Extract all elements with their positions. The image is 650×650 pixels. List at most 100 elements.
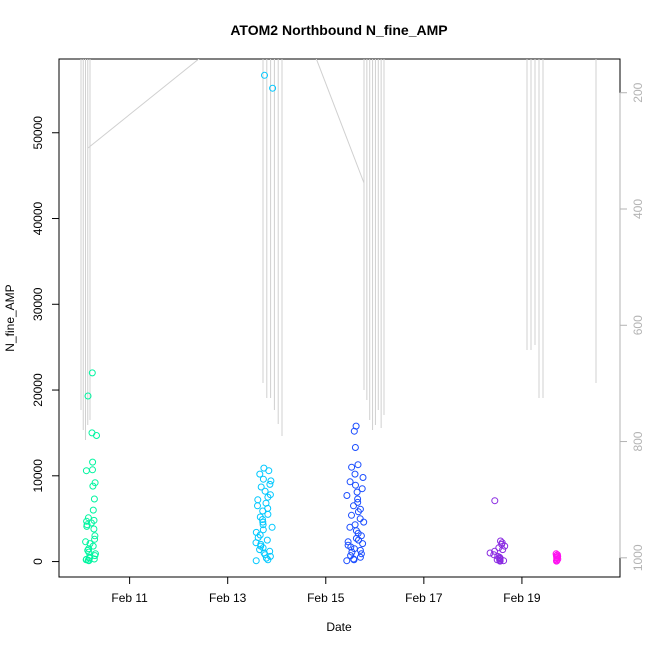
- data-point: [89, 458, 97, 466]
- data-point: [261, 487, 269, 495]
- data-point: [264, 556, 272, 564]
- y-tick-label: 50000: [31, 116, 45, 150]
- data-point: [85, 557, 93, 565]
- data-point: [350, 427, 358, 435]
- data-point: [356, 553, 364, 561]
- data-point: [553, 557, 560, 565]
- data-point: [257, 483, 265, 491]
- data-point: [348, 511, 355, 519]
- data-point: [82, 538, 90, 546]
- data-point: [90, 495, 98, 503]
- data-point: [348, 548, 356, 556]
- x-tick-label: Feb 13: [209, 591, 247, 605]
- data-point: [90, 525, 98, 533]
- data-point: [350, 556, 358, 564]
- data-point: [256, 470, 264, 478]
- data-point: [82, 467, 90, 475]
- x-tick-label: Feb 15: [307, 591, 345, 605]
- data-point: [263, 536, 271, 544]
- data-point: [354, 461, 362, 469]
- data-point: [358, 485, 366, 493]
- data-point: [259, 475, 267, 483]
- data-point: [252, 539, 260, 547]
- data-point: [84, 392, 92, 400]
- data-point: [353, 488, 361, 496]
- y-axis-right: 200 400 600 800 1000: [619, 82, 645, 571]
- data-point: [252, 557, 260, 565]
- data-point: [91, 532, 99, 540]
- data-point: [360, 518, 368, 526]
- y-tick-label: 30000: [31, 287, 45, 321]
- data-point: [490, 551, 498, 559]
- data-point: [359, 474, 367, 481]
- data-point: [343, 557, 351, 565]
- data-point: [262, 554, 270, 562]
- data-point: [259, 518, 267, 526]
- data-point: [359, 540, 367, 548]
- y-right-tick-label: 400: [631, 199, 645, 219]
- y-tick-label: 40000: [31, 202, 45, 236]
- data-point: [347, 543, 355, 551]
- plot-area: [58, 58, 621, 578]
- x-axis: Feb 11 Feb 13 Feb 15 Feb 17 Feb 19: [111, 576, 541, 605]
- y-right-tick-label: 1000: [631, 544, 645, 571]
- data-point: [265, 467, 273, 475]
- data-point: [89, 506, 97, 514]
- depth-line-group: [80, 59, 597, 440]
- data-point: [89, 482, 97, 490]
- data-point: [497, 537, 504, 545]
- data-point: [495, 544, 503, 552]
- data-point: [354, 498, 362, 506]
- data-point: [491, 497, 499, 505]
- x-tick-label: Feb 19: [503, 591, 541, 605]
- data-point: [268, 523, 276, 531]
- y-tick-label: 10000: [31, 459, 45, 493]
- data-point: [264, 493, 272, 501]
- data-point: [87, 519, 95, 527]
- data-point: [259, 526, 267, 534]
- depth-lines: [80, 59, 597, 440]
- y-right-tick-label: 600: [631, 315, 645, 335]
- data-point: [259, 507, 267, 515]
- data-point: [88, 429, 96, 437]
- data-point: [351, 470, 359, 478]
- data-point: [346, 523, 354, 531]
- data-points: [82, 71, 562, 565]
- chart-title: ATOM2 Northbound N_fine_AMP: [230, 22, 447, 38]
- depth-line-connector: [315, 59, 365, 184]
- data-point: [348, 463, 356, 471]
- depth-line-connector: [87, 59, 200, 149]
- y-axis-label: N_fine_AMP: [3, 284, 17, 351]
- data-point: [346, 478, 354, 486]
- data-point: [259, 516, 266, 523]
- data-point: [83, 517, 91, 525]
- data-point: [496, 557, 504, 565]
- data-point: [486, 549, 494, 557]
- data-point: [352, 534, 360, 542]
- data-point: [354, 495, 362, 503]
- data-point: [88, 369, 96, 377]
- data-point: [267, 477, 275, 485]
- data-point: [85, 545, 93, 553]
- data-point: [500, 557, 508, 565]
- data-point: [357, 550, 365, 558]
- data-point: [261, 71, 268, 79]
- data-point: [343, 492, 351, 499]
- x-tick-label: Feb 17: [405, 591, 443, 605]
- data-point: [351, 444, 359, 451]
- data-point: [491, 547, 499, 555]
- data-point: [356, 515, 364, 523]
- data-point: [256, 546, 264, 554]
- data-point: [499, 546, 507, 554]
- data-point: [84, 514, 92, 522]
- data-point: [354, 508, 362, 516]
- data-point: [259, 544, 267, 552]
- data-point: [352, 481, 359, 489]
- y-axis-left: 0 10000 20000 30000 40000 50000: [31, 116, 60, 565]
- data-point: [264, 510, 272, 518]
- x-tick-label: Feb 11: [111, 591, 148, 605]
- data-point: [84, 546, 92, 554]
- data-point: [89, 466, 96, 474]
- y-tick-label: 0: [31, 558, 45, 565]
- data-point: [269, 84, 277, 92]
